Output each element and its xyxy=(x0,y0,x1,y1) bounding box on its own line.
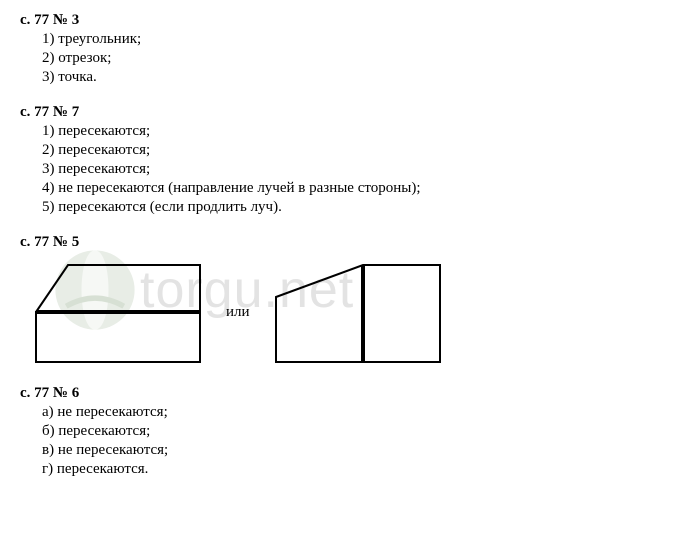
list-item: б) пересекаются; xyxy=(42,423,678,440)
section-title: с. 77 № 3 xyxy=(20,12,678,29)
list-item: в) не пересекаются; xyxy=(42,442,678,459)
list-item: 1) треугольник; xyxy=(42,31,678,48)
figure-shape-1 xyxy=(28,257,208,367)
section-4: с. 77 № 6 а) не пересекаются; б) пересек… xyxy=(20,385,678,478)
section-title: с. 77 № 6 xyxy=(20,385,678,402)
list-item: 3) пересекаются; xyxy=(42,161,678,178)
section-2: с. 77 № 7 1) пересекаются; 2) пересекают… xyxy=(20,104,678,216)
figure-shape-2 xyxy=(268,257,448,367)
figure-row: или xyxy=(28,257,678,367)
list-item: 5) пересекаются (если продлить луч). xyxy=(42,199,678,216)
section-3: с. 77 № 5 или xyxy=(20,234,678,367)
section-title: с. 77 № 5 xyxy=(20,234,678,251)
list-item: г) пересекаются. xyxy=(42,461,678,478)
list-item: 4) не пересекаются (направление лучей в … xyxy=(42,180,678,197)
or-label: или xyxy=(226,304,250,321)
list-item: 2) пересекаются; xyxy=(42,142,678,159)
section-1: с. 77 № 3 1) треугольник; 2) отрезок; 3)… xyxy=(20,12,678,86)
list-item: 1) пересекаются; xyxy=(42,123,678,140)
page-content: с. 77 № 3 1) треугольник; 2) отрезок; 3)… xyxy=(20,12,678,478)
list-item: 2) отрезок; xyxy=(42,50,678,67)
list-item: а) не пересекаются; xyxy=(42,404,678,421)
list-item: 3) точка. xyxy=(42,69,678,86)
section-title: с. 77 № 7 xyxy=(20,104,678,121)
